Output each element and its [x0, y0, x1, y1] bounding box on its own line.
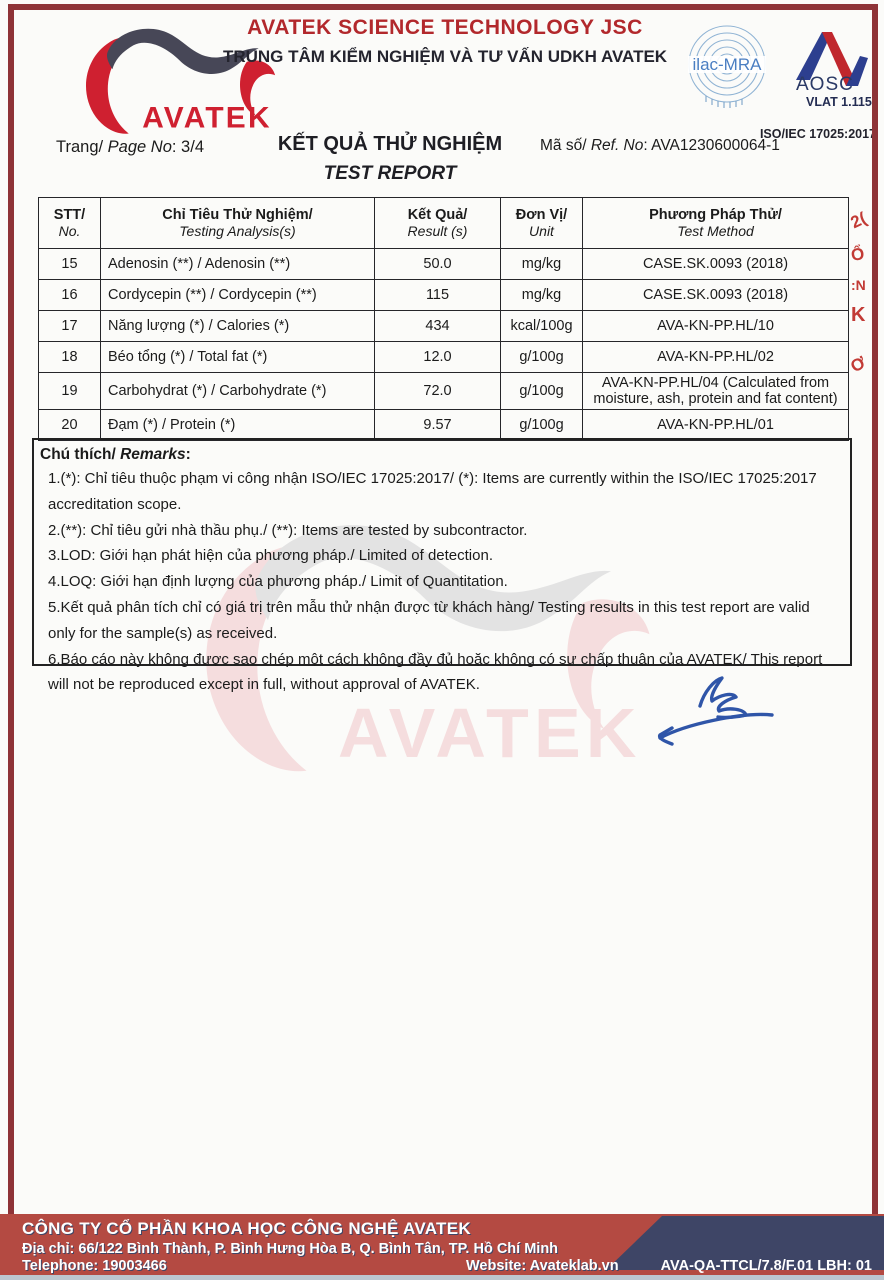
cell-result: 50.0: [374, 248, 501, 280]
ref-label-vn: Mã số/: [540, 137, 591, 154]
remark-item: 1.(*): Chỉ tiêu thuộc phạm vi công nhận …: [48, 470, 817, 513]
cell-no: 18: [38, 341, 101, 373]
remarks-box: Chú thích/ Remarks: 1.(*): Chỉ tiêu thuộ…: [32, 438, 852, 693]
footer-telephone: Telephone: 19003466: [22, 1258, 167, 1274]
ref-number: Mã số/ Ref. No: AVA1230600064-1: [540, 137, 780, 155]
cell-analysis: Năng lượng (*) / Calories (*): [100, 310, 375, 342]
header-row: STT/No. Chỉ Tiêu Thử Nghiệm/Testing Anal…: [38, 197, 849, 249]
cell-method: AVA-KN-PP.HL/10: [582, 310, 849, 342]
page-label-vn: Trang/: [56, 138, 108, 156]
cell-no: 16: [38, 279, 101, 311]
footer-website: Website: Avateklab.vn: [466, 1258, 619, 1274]
remark-item: 4.LOQ: Giới hạn định lượng của phương ph…: [48, 573, 508, 591]
cell-unit: g/100g: [500, 409, 583, 441]
cell-no: 20: [38, 409, 101, 441]
cell-no: 15: [38, 248, 101, 280]
stamp-fragment: :N: [851, 277, 866, 293]
aosc-badge-icon: AOSC VLAT 1.1154: [796, 32, 874, 109]
cell-result: 115: [374, 279, 501, 311]
company-name: AVATEK SCIENCE TECHNOLOGY JSC: [247, 16, 643, 39]
cell-result: 434: [374, 310, 501, 342]
cell-analysis: Béo tổng (*) / Total fat (*): [100, 341, 375, 373]
table-row: 19 Carbohydrat (*) / Carbohydrate (*) 72…: [38, 372, 849, 410]
cell-method: AVA-KN-PP.HL/01: [582, 409, 849, 441]
stamp-fragment: Ơ: [847, 352, 870, 377]
cell-unit: mg/kg: [500, 248, 583, 280]
remark-item: 5.Kết quả phân tích chỉ có giá trị trên …: [48, 598, 810, 642]
col-method: Phương Pháp Thử/Test Method: [582, 197, 849, 249]
avatek-logo-icon: [34, 26, 346, 138]
col-result: Kết Quả/Result (s): [374, 197, 501, 249]
stamp-fragment: 2(: [847, 208, 870, 233]
table-body: 15 Adenosin (**) / Adenosin (**) 50.0 mg…: [38, 248, 849, 441]
results-table: STT/No. Chỉ Tiêu Thử Nghiệm/Testing Anal…: [38, 197, 849, 441]
col-unit: Đơn Vị/Unit: [500, 197, 583, 249]
cell-method: AVA-KN-PP.HL/02: [582, 341, 849, 373]
cell-method: CASE.SK.0093 (2018): [582, 248, 849, 280]
page-value: : 3/4: [171, 138, 204, 156]
col-no: STT/No.: [38, 197, 101, 249]
remarks-title-en: Remarks: [120, 446, 186, 463]
cell-unit: kcal/100g: [500, 310, 583, 342]
svg-text:ilac-MRA: ilac-MRA: [693, 55, 763, 74]
report-title-en: TEST REPORT: [323, 163, 457, 184]
cell-no: 17: [38, 310, 101, 342]
table-row: 15 Adenosin (**) / Adenosin (**) 50.0 mg…: [38, 248, 849, 280]
table-row: 18 Béo tổng (*) / Total fat (*) 12.0 g/1…: [38, 341, 849, 373]
cell-analysis: Carbohydrat (*) / Carbohydrate (*): [100, 372, 375, 410]
col-analysis: Chỉ Tiêu Thử Nghiệm/Testing Analysis(s): [100, 197, 375, 249]
ref-value: : AVA1230600064-1: [643, 137, 780, 154]
remarks-title-colon: :: [185, 446, 191, 463]
remarks-list: 1.(*): Chỉ tiêu thuộc phạm vi công nhận …: [40, 466, 840, 698]
svg-text:AOSC: AOSC: [796, 74, 854, 95]
results-table-header: STT/No. Chỉ Tiêu Thử Nghiệm/Testing Anal…: [38, 197, 849, 249]
svg-text:VLAT 1.1154: VLAT 1.1154: [806, 95, 874, 109]
table-row: 20 Đạm (*) / Protein (*) 9.57 g/100g AVA…: [38, 409, 849, 441]
cell-unit: g/100g: [500, 341, 583, 373]
cell-method: CASE.SK.0093 (2018): [582, 279, 849, 311]
table-row: 17 Năng lượng (*) / Calories (*) 434 kca…: [38, 310, 849, 342]
cell-analysis: Adenosin (**) / Adenosin (**): [100, 248, 375, 280]
cell-result: 9.57: [374, 409, 501, 441]
cell-method: AVA-KN-PP.HL/04 (Calculated from moistur…: [582, 372, 849, 410]
cell-result: 72.0: [374, 372, 501, 410]
report-title-vn: KẾT QUẢ THỬ NGHIỆM: [277, 133, 503, 155]
cell-analysis: Đạm (*) / Protein (*): [100, 409, 375, 441]
table-row: 16 Cordycepin (**) / Cordycepin (**) 115…: [38, 279, 849, 311]
remarks-title: Chú thích/ Remarks:: [40, 446, 840, 464]
iso-accreditation-label: ISO/IEC 17025:2017: [759, 127, 876, 141]
footer-band: CÔNG TY CỔ PHẦN KHOA HỌC CÔNG NGHỆ AVATE…: [0, 1214, 884, 1280]
ilac-mra-badge-icon: ilac-MRA: [688, 25, 766, 108]
remarks-title-vn: Chú thích/: [40, 446, 121, 463]
remark-item: 3.LOD: Giới hạn phát hiện của phương phá…: [48, 547, 493, 565]
footer-company: CÔNG TY CỔ PHẦN KHOA HỌC CÔNG NGHỆ AVATE…: [22, 1219, 471, 1238]
footer-doc-code: AVA-QA-TTCL/7.8/F.01 LBH: 01: [660, 1258, 872, 1274]
cell-result: 12.0: [374, 341, 501, 373]
remark-item: 6.Báo cáo này không được sao chép một cá…: [48, 650, 823, 694]
page-label-en: Page No: [107, 138, 172, 156]
footer-address: Địa chỉ: 66/122 Bình Thành, P. Bình Hưng…: [22, 1241, 559, 1257]
red-stamp-fragments: 2( Ổ :N K Ơ: [847, 208, 877, 442]
cell-unit: mg/kg: [500, 279, 583, 311]
cell-analysis: Cordycepin (**) / Cordycepin (**): [100, 279, 375, 311]
page-number: Trang/ Page No: 3/4: [56, 138, 204, 157]
center-name: TRUNG TÂM KIỂM NGHIỆM VÀ TƯ VẤN UDKH AVA…: [222, 47, 668, 66]
remark-item: 2.(**): Chỉ tiêu gửi nhà thầu phụ./ (**)…: [48, 521, 528, 539]
handwritten-signature: [657, 676, 774, 746]
ref-label-en: Ref. No: [590, 137, 644, 154]
stamp-fragment: K: [851, 304, 866, 326]
cell-unit: g/100g: [500, 372, 583, 410]
stamp-fragment: Ổ: [849, 244, 866, 265]
cell-no: 19: [38, 372, 101, 410]
